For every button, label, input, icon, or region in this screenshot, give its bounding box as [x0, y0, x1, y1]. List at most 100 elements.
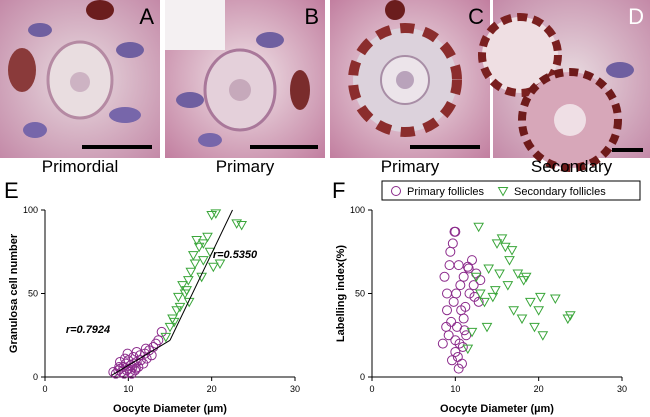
data-point [183, 297, 195, 308]
data-point [468, 280, 479, 291]
data-point [458, 313, 469, 324]
y-axis-label: Labelling index(%) [335, 245, 347, 343]
data-point [451, 288, 462, 299]
data-point [466, 327, 478, 338]
annotation: r=0.7924 [66, 324, 110, 336]
y-tick-label: 0 [33, 372, 38, 382]
x-tick-label: 10 [123, 384, 133, 394]
data-point [447, 355, 457, 366]
data-point [214, 259, 226, 269]
data-point [506, 246, 518, 256]
data-point [167, 314, 178, 325]
data-point [491, 239, 503, 249]
data-point [442, 305, 452, 316]
annotation: r=0.5350 [213, 249, 258, 261]
micrograph-b [165, 0, 325, 158]
data-point [164, 322, 176, 333]
data-point [174, 302, 186, 313]
data-point [529, 322, 540, 333]
data-point [197, 256, 209, 266]
data-point [442, 288, 452, 299]
data-point [172, 292, 184, 303]
data-point [156, 326, 167, 337]
data-point [516, 314, 528, 325]
micrograph-a [0, 0, 160, 158]
data-point [115, 356, 125, 367]
data-point [483, 264, 495, 274]
data-point [461, 330, 472, 341]
data-point [496, 234, 508, 244]
data-point [160, 332, 172, 343]
legend-label: Secondary follicles [514, 186, 606, 198]
data-point [457, 358, 467, 369]
micrograph-c [330, 0, 490, 158]
data-point [122, 348, 133, 359]
x-tick-label: 0 [42, 384, 47, 394]
data-point [185, 267, 197, 278]
data-point [512, 269, 524, 279]
data-point [549, 294, 561, 305]
data-point [504, 256, 515, 266]
data-point [481, 322, 493, 333]
data-point [450, 346, 461, 357]
fit-line [111, 339, 171, 376]
data-point [148, 341, 159, 352]
data-point [439, 271, 450, 282]
data-point [520, 272, 532, 283]
data-point [453, 260, 464, 271]
data-point [450, 226, 461, 237]
data-point [206, 211, 218, 221]
y-tick-label: 50 [355, 289, 365, 299]
data-point [150, 338, 161, 349]
x-tick-label: 10 [450, 384, 460, 394]
data-point [518, 276, 530, 286]
panel-caption: Secondary [531, 157, 613, 176]
data-point [453, 363, 464, 374]
legend-marker [497, 187, 509, 197]
data-point [479, 297, 490, 308]
data-point [494, 269, 505, 279]
data-point [449, 226, 460, 237]
y-tick-label: 100 [23, 205, 38, 215]
data-point [470, 272, 482, 283]
data-point [441, 321, 452, 332]
panel-caption: Primary [381, 157, 440, 176]
data-point [114, 361, 125, 372]
data-point [458, 271, 469, 282]
data-point [524, 297, 536, 308]
data-point [193, 242, 205, 253]
data-point [502, 281, 514, 291]
legend-marker [391, 186, 401, 196]
y-tick-label: 0 [360, 372, 365, 382]
data-point [448, 296, 459, 307]
data-point [182, 276, 194, 286]
data-point [534, 292, 546, 303]
x-tick-label: 20 [534, 384, 544, 394]
data-point [443, 330, 454, 341]
data-point [131, 356, 142, 367]
data-point [452, 351, 463, 362]
panel-letter: F [332, 178, 345, 203]
data-point [197, 239, 209, 249]
data-point [457, 341, 468, 352]
data-point [447, 238, 458, 249]
x-tick-label: 30 [617, 384, 627, 394]
x-tick-label: 0 [369, 384, 374, 394]
data-point [450, 335, 461, 346]
data-point [187, 251, 199, 261]
data-point [236, 221, 248, 231]
data-point [459, 325, 470, 336]
data-point [446, 316, 457, 327]
x-tick-label: 20 [207, 384, 217, 394]
data-point [456, 305, 467, 316]
data-point [437, 338, 448, 349]
data-point [153, 335, 164, 346]
x-axis-label: Oocyte Diameter (µm) [440, 403, 554, 415]
data-point [469, 291, 480, 302]
data-point [168, 317, 180, 328]
data-point [508, 306, 520, 316]
data-point [462, 344, 474, 355]
fit-line [169, 209, 233, 341]
